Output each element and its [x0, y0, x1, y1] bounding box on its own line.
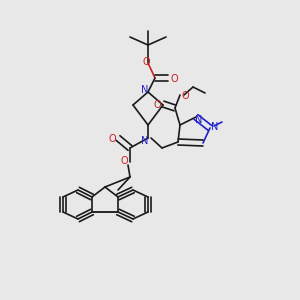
Text: O: O	[153, 100, 161, 110]
Text: O: O	[142, 57, 150, 67]
Text: O: O	[108, 134, 116, 144]
Text: N: N	[141, 136, 149, 146]
Text: N: N	[141, 85, 149, 95]
Text: O: O	[181, 91, 189, 101]
Text: O: O	[170, 74, 178, 84]
Text: N: N	[211, 122, 219, 132]
Text: N: N	[195, 115, 203, 125]
Text: O: O	[120, 156, 128, 166]
